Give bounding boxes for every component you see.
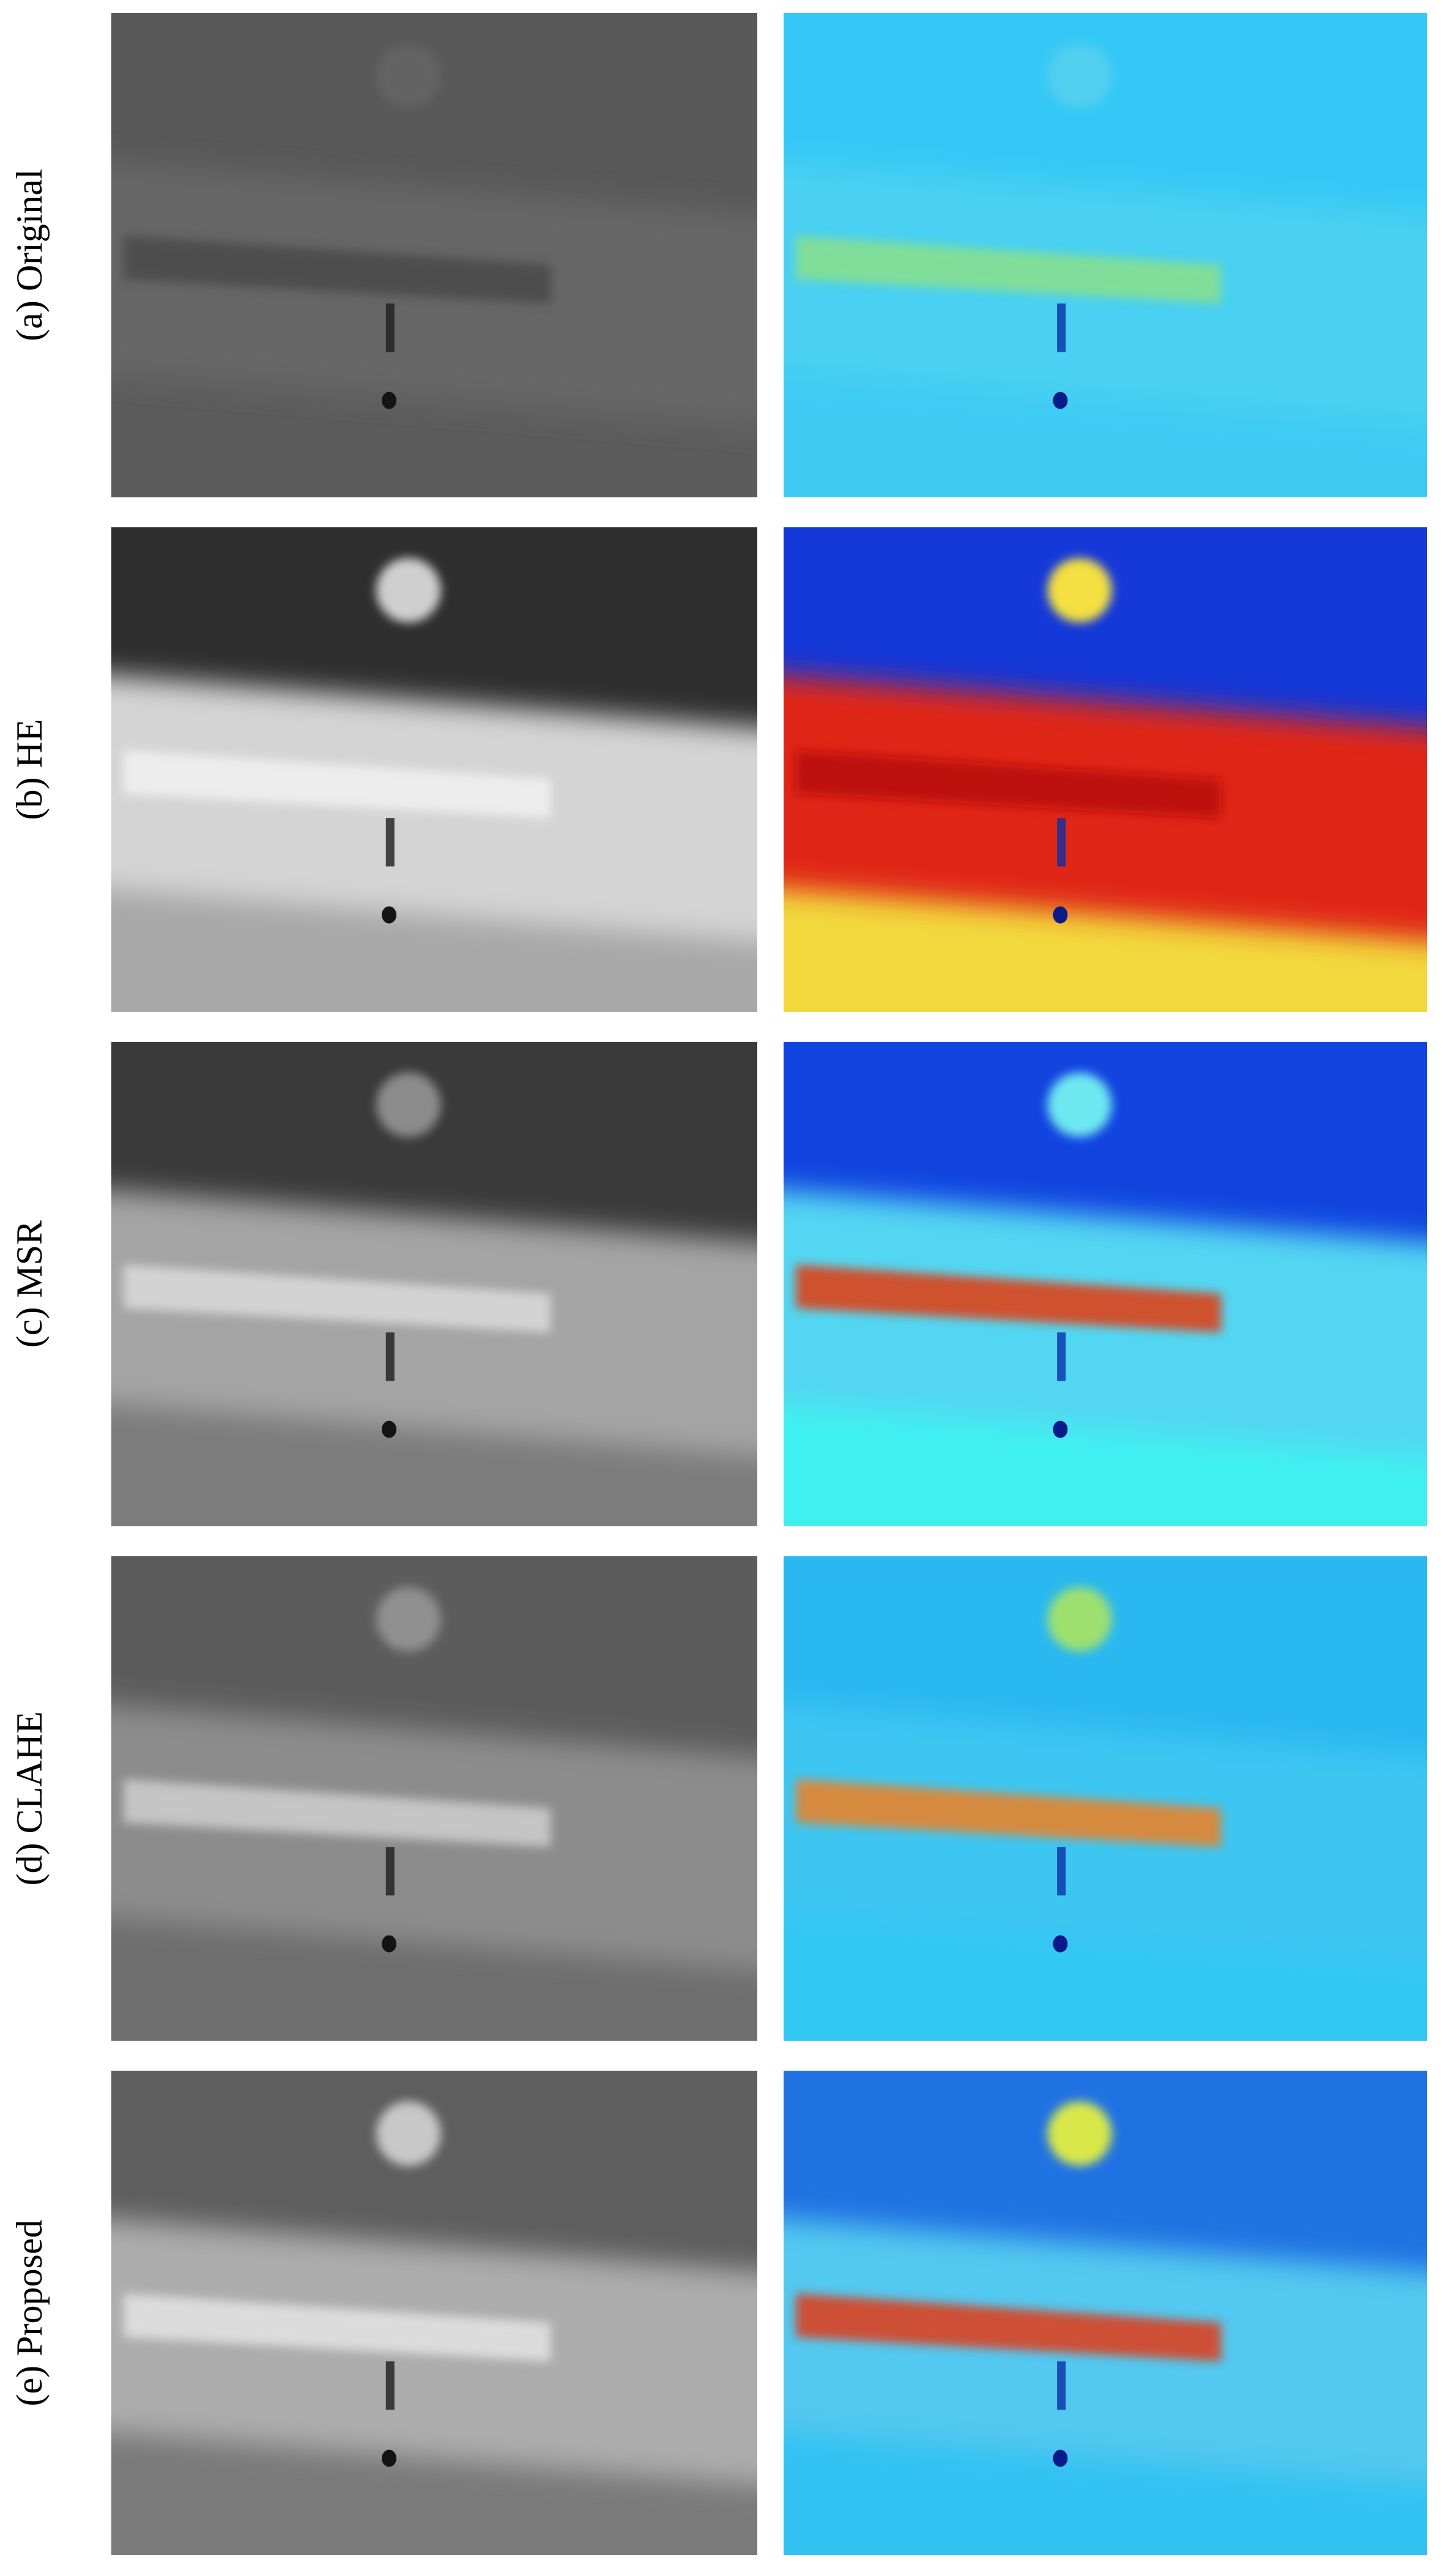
image-stem: [385, 2361, 395, 2410]
panel-label: (a) Original: [9, 169, 50, 341]
colormap-image: [784, 527, 1427, 1012]
image-stem: [1057, 2361, 1066, 2410]
panel-label: (d) CLAHE: [9, 1712, 50, 1886]
grayscale-image: [111, 2071, 757, 2555]
image-blob: [376, 1587, 441, 1652]
image-drop: [1053, 906, 1068, 924]
image-blob: [1047, 558, 1112, 623]
image-stem: [1057, 1847, 1066, 1896]
image-blob: [1047, 1587, 1112, 1652]
image-drop: [382, 1420, 397, 1438]
image-streak: [796, 1779, 1222, 1847]
image-blob: [376, 558, 441, 623]
image-stem: [385, 1847, 395, 1896]
image-stem: [385, 818, 395, 867]
image-stem: [1057, 818, 1066, 867]
image-drop: [1053, 392, 1068, 409]
image-streak: [124, 750, 551, 818]
image-streak: [796, 236, 1222, 304]
image-drop: [1053, 1420, 1068, 1438]
image-blob: [376, 1072, 441, 1137]
colormap-image: [784, 1556, 1427, 2041]
image-blob: [1047, 2101, 1112, 2166]
image-streak: [796, 750, 1222, 818]
image-streak: [124, 1264, 551, 1333]
image-drop: [382, 906, 397, 924]
grayscale-image: [111, 13, 757, 497]
colormap-image: [784, 1042, 1427, 1526]
image-blob: [1047, 1072, 1112, 1137]
image-drop: [382, 2449, 397, 2467]
grayscale-image: [111, 1556, 757, 2041]
colormap-image: [784, 13, 1427, 497]
panel-label: (c) MSR: [9, 1220, 50, 1348]
image-streak: [796, 2293, 1222, 2362]
image-stem: [1057, 1332, 1066, 1381]
grayscale-image: [111, 527, 757, 1012]
panel-label: (e) Proposed: [9, 2220, 50, 2407]
image-drop: [382, 1935, 397, 1953]
image-stem: [385, 1332, 395, 1381]
image-drop: [1053, 1935, 1068, 1953]
image-blob: [1047, 43, 1112, 108]
image-stem: [1057, 303, 1066, 352]
image-streak: [124, 1779, 551, 1847]
image-streak: [124, 2293, 551, 2362]
panel-label: (b) HE: [9, 719, 50, 820]
image-drop: [1053, 2449, 1068, 2467]
image-blob: [376, 2101, 441, 2166]
image-blob: [376, 43, 441, 108]
image-streak: [796, 1264, 1222, 1333]
image-drop: [382, 392, 397, 409]
image-streak: [124, 236, 551, 304]
colormap-image: [784, 2071, 1427, 2555]
image-stem: [385, 303, 395, 352]
grayscale-image: [111, 1042, 757, 1526]
